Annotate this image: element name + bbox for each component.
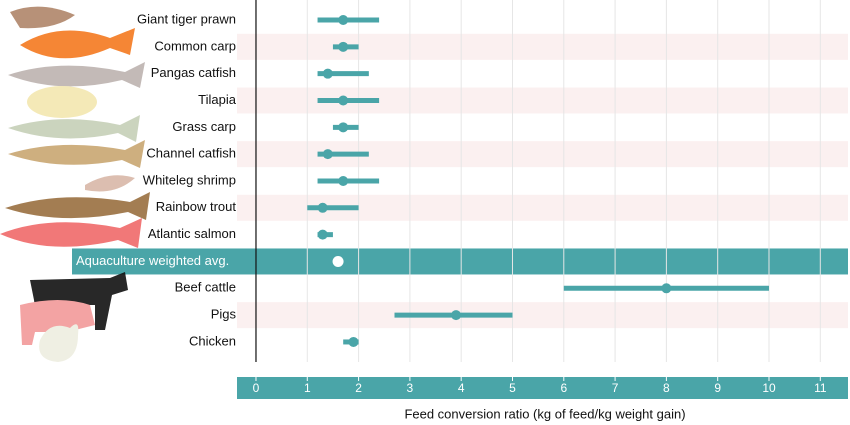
dot bbox=[348, 336, 359, 347]
x-tick-label: 11 bbox=[814, 381, 827, 395]
x-tick-label: 3 bbox=[407, 381, 414, 395]
y-tick-label: Giant tiger prawn bbox=[137, 11, 236, 26]
x-tick-label: 0 bbox=[253, 381, 260, 395]
y-tick-label: Beef cattle bbox=[175, 280, 236, 295]
prawn-icon bbox=[10, 6, 75, 29]
y-tick-label: Rainbow trout bbox=[156, 199, 237, 214]
x-tick-label: 5 bbox=[509, 381, 516, 395]
shrimp-icon bbox=[85, 175, 135, 192]
y-tick-label: Chicken bbox=[189, 333, 236, 348]
dot bbox=[338, 95, 349, 106]
trout-icon bbox=[5, 192, 150, 220]
dot bbox=[332, 255, 344, 267]
y-tick-label: Pigs bbox=[211, 307, 237, 322]
y-tick-label: Common carp bbox=[154, 38, 236, 53]
background bbox=[72, 33, 848, 329]
catfish-icon bbox=[8, 62, 145, 88]
dot bbox=[338, 122, 349, 133]
dot bbox=[338, 41, 349, 52]
dot bbox=[451, 310, 462, 321]
channel-catfish-icon bbox=[8, 140, 145, 168]
x-tick-label: 9 bbox=[714, 381, 721, 395]
plot: 0 1 2 3 4 5 6 7 8 9 10 11 Giant tiger prawn Common ca… bbox=[76, 0, 848, 399]
tilapia-icon bbox=[27, 86, 97, 118]
x-tick-label: 4 bbox=[458, 381, 465, 395]
x-axis-title: Feed conversion ratio (kg of feed/kg wei… bbox=[404, 406, 685, 421]
x-tick-label: 1 bbox=[304, 381, 311, 395]
highlight-row bbox=[72, 248, 848, 275]
x-tick-label: 7 bbox=[612, 381, 619, 395]
y-tick-label: Channel catfish bbox=[146, 146, 236, 161]
dot bbox=[322, 68, 333, 79]
pig-icon bbox=[20, 300, 95, 345]
grass-carp-icon bbox=[8, 115, 140, 142]
x-tick-label: 2 bbox=[355, 381, 362, 395]
chicken-icon bbox=[39, 324, 79, 362]
y-tick-label: Aquaculture weighted avg. bbox=[76, 253, 229, 268]
y-tick-label: Tilapia bbox=[198, 92, 237, 107]
dot bbox=[322, 149, 333, 160]
animal-silhouettes bbox=[0, 6, 150, 362]
x-tick-label: 6 bbox=[560, 381, 567, 395]
row-stripe bbox=[237, 302, 848, 329]
dot bbox=[338, 175, 349, 186]
carp-icon bbox=[20, 28, 135, 59]
y-tick-label: Whiteleg shrimp bbox=[143, 172, 236, 187]
row-stripe bbox=[237, 33, 848, 60]
x-tick-label: 10 bbox=[762, 381, 776, 395]
x-tick-label: 8 bbox=[663, 381, 670, 395]
dot bbox=[317, 229, 328, 240]
y-tick-label: Pangas catfish bbox=[151, 65, 236, 80]
cow-icon bbox=[30, 272, 128, 330]
y-tick-label: Grass carp bbox=[172, 119, 236, 134]
y-tick-label: Atlantic salmon bbox=[148, 226, 236, 241]
dot bbox=[317, 202, 328, 213]
dot bbox=[661, 283, 672, 294]
x-axis-band bbox=[237, 377, 848, 399]
dot bbox=[338, 15, 349, 25]
salmon-icon bbox=[0, 218, 142, 248]
